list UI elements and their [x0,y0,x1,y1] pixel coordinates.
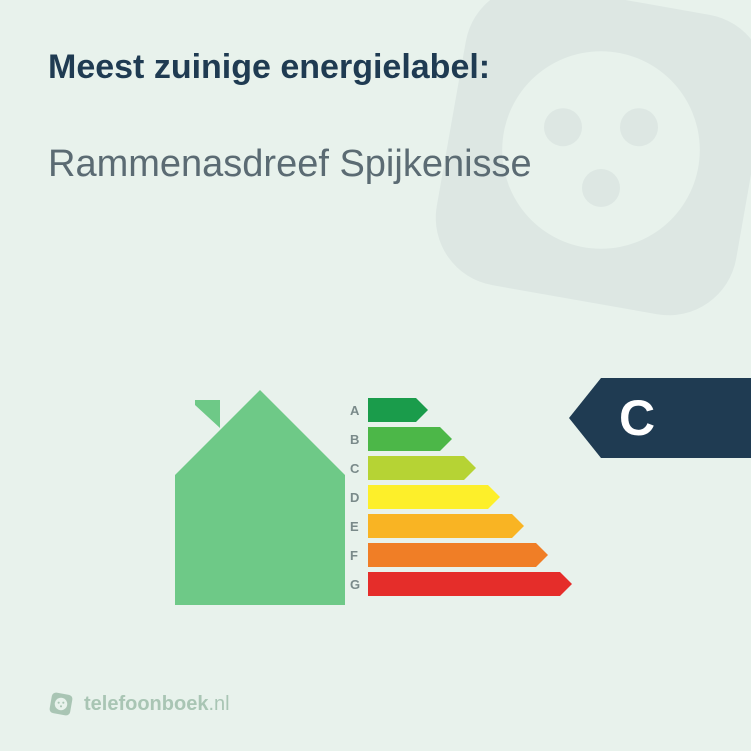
energy-bar-arrow [368,572,560,596]
page-subtitle: Rammenasdreef Spijkenisse [48,143,703,186]
house-icon [170,380,350,610]
energy-bar-letter: F [350,548,362,563]
footer-logo-icon [48,691,74,717]
energy-bar-row-b: B [350,427,560,451]
footer-text: telefoonboek.nl [84,693,230,716]
energy-bar-letter: E [350,519,362,534]
energy-bar-arrow [368,485,488,509]
footer-brand: telefoonboek [84,693,208,716]
energy-label-card: Meest zuinige energielabel: Rammenasdree… [0,0,751,751]
rating-letter: C [619,389,655,447]
energy-bar-row-g: G [350,572,560,596]
energy-bar-letter: C [350,461,362,476]
energy-bar-letter: D [350,490,362,505]
energy-bar-arrow [368,456,464,480]
footer: telefoonboek.nl [48,691,230,717]
energy-bar-arrow [368,543,536,567]
energy-bar-arrow [368,398,416,422]
energy-bar-arrow [368,427,440,451]
energy-bar-row-a: A [350,398,560,422]
energy-bar-arrow [368,514,512,538]
page-title: Meest zuinige energielabel: [48,48,703,87]
energy-bar-row-f: F [350,543,560,567]
energy-chart: ABCDEFG [170,380,590,620]
energy-bar-letter: B [350,432,362,447]
rating-badge-body: C [601,378,751,458]
energy-bars: ABCDEFG [350,398,560,596]
rating-badge-tip [569,378,601,458]
rating-badge: C [569,378,751,458]
energy-bar-letter: A [350,403,362,418]
energy-bar-row-c: C [350,456,560,480]
energy-bar-row-e: E [350,514,560,538]
energy-bar-row-d: D [350,485,560,509]
energy-bar-letter: G [350,577,362,592]
footer-tld: .nl [208,693,229,716]
